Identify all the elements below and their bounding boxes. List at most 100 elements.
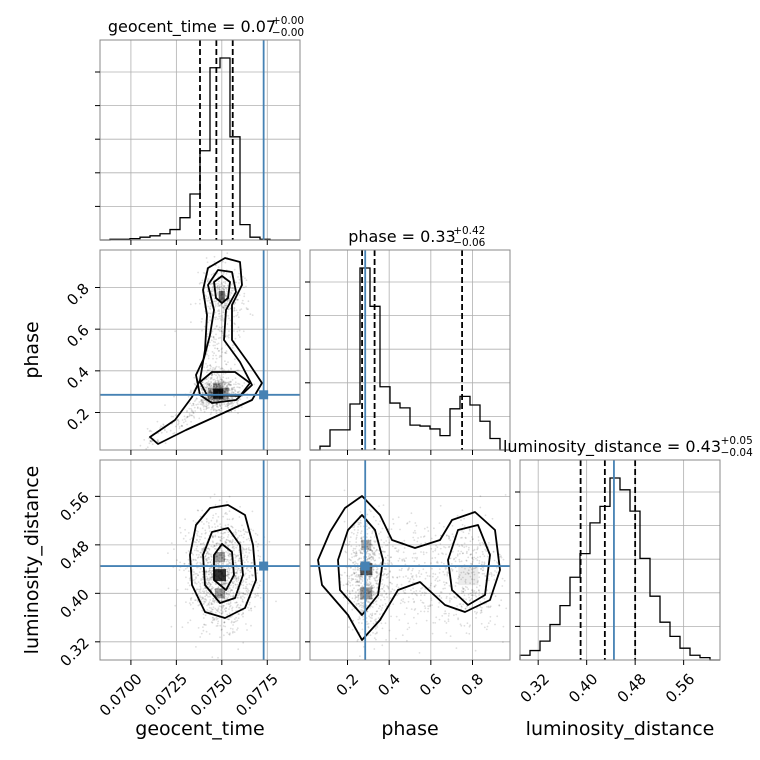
density-point xyxy=(373,553,376,556)
density-point xyxy=(200,399,203,402)
density-point xyxy=(222,381,225,384)
density-point xyxy=(230,292,233,295)
density-point xyxy=(217,291,219,294)
density-point xyxy=(358,584,361,587)
density-point xyxy=(429,604,432,606)
density-point xyxy=(376,568,379,570)
density-point xyxy=(257,549,260,552)
density-point xyxy=(200,533,203,535)
density-point xyxy=(146,427,149,430)
density-point xyxy=(192,573,195,576)
density-point xyxy=(245,551,248,553)
density-point xyxy=(489,605,492,608)
density-point xyxy=(376,579,379,582)
density-point xyxy=(374,613,377,615)
density-point xyxy=(222,373,225,375)
density-point xyxy=(414,522,417,524)
density-point xyxy=(360,536,363,539)
density-point xyxy=(201,400,204,403)
density-point xyxy=(369,582,372,585)
density-point xyxy=(220,348,223,351)
density-point xyxy=(233,547,235,550)
density-point xyxy=(358,544,361,547)
density-point xyxy=(209,308,212,310)
density-point xyxy=(211,567,214,569)
density-point xyxy=(219,367,222,370)
density-point xyxy=(375,580,377,582)
density-point xyxy=(487,622,490,624)
density-point xyxy=(195,541,197,544)
density-point xyxy=(232,388,234,391)
density-point xyxy=(486,555,489,558)
density-point xyxy=(212,399,215,402)
density-point xyxy=(469,553,472,556)
density-point xyxy=(234,389,236,392)
density-point xyxy=(223,390,226,393)
density-point xyxy=(186,588,189,591)
density-point xyxy=(224,292,227,295)
density-point xyxy=(446,574,449,577)
density-point xyxy=(244,593,247,596)
density-point xyxy=(373,552,376,554)
density-point xyxy=(460,571,463,574)
density-point xyxy=(207,380,210,382)
density-point xyxy=(216,622,219,625)
density-point xyxy=(211,374,213,377)
density-point xyxy=(208,402,211,405)
density-point xyxy=(198,401,201,403)
density-point xyxy=(204,555,207,558)
density-point xyxy=(220,599,223,602)
density-point xyxy=(218,374,221,377)
density-point xyxy=(185,601,187,603)
density-point xyxy=(198,603,201,606)
density-point xyxy=(216,325,218,327)
density-point xyxy=(215,325,218,328)
truth-marker-1-0 xyxy=(259,390,269,400)
density-point xyxy=(448,612,450,615)
density-point xyxy=(366,623,369,626)
density-point xyxy=(209,576,212,579)
density-point xyxy=(381,607,383,609)
density-point xyxy=(449,557,452,560)
density-point xyxy=(473,591,475,594)
density-point xyxy=(376,586,378,589)
density-point xyxy=(195,599,197,601)
density-point xyxy=(473,583,475,585)
density-point xyxy=(229,553,232,555)
density-point xyxy=(223,396,226,399)
density-point xyxy=(233,303,236,306)
density-point xyxy=(233,553,236,556)
density-point xyxy=(199,543,202,546)
density-point xyxy=(464,589,467,592)
density-point xyxy=(375,519,377,522)
density-point xyxy=(199,636,202,638)
density-point xyxy=(233,383,235,386)
density-point xyxy=(215,386,218,389)
density-point xyxy=(215,357,218,360)
density-point xyxy=(226,387,229,390)
density-point xyxy=(228,403,231,405)
density-point xyxy=(200,555,203,558)
density-point xyxy=(226,405,229,408)
density-point xyxy=(203,623,206,626)
density-point xyxy=(360,551,362,554)
density-point xyxy=(373,613,376,615)
density-point xyxy=(210,377,213,380)
density-point xyxy=(454,560,457,563)
density-point xyxy=(196,534,199,537)
density-point xyxy=(468,632,471,635)
density-point xyxy=(436,546,439,549)
density-point xyxy=(210,566,212,569)
density-point xyxy=(219,411,222,414)
density-point xyxy=(369,556,372,559)
density-point xyxy=(242,547,245,550)
density-point xyxy=(249,567,252,569)
density-point xyxy=(218,398,220,401)
density-point xyxy=(387,576,389,578)
density-point xyxy=(210,396,212,399)
density-point xyxy=(209,302,212,304)
density-point xyxy=(463,525,466,527)
density-point xyxy=(348,626,350,628)
density-point xyxy=(214,300,217,303)
density-point xyxy=(214,387,217,389)
